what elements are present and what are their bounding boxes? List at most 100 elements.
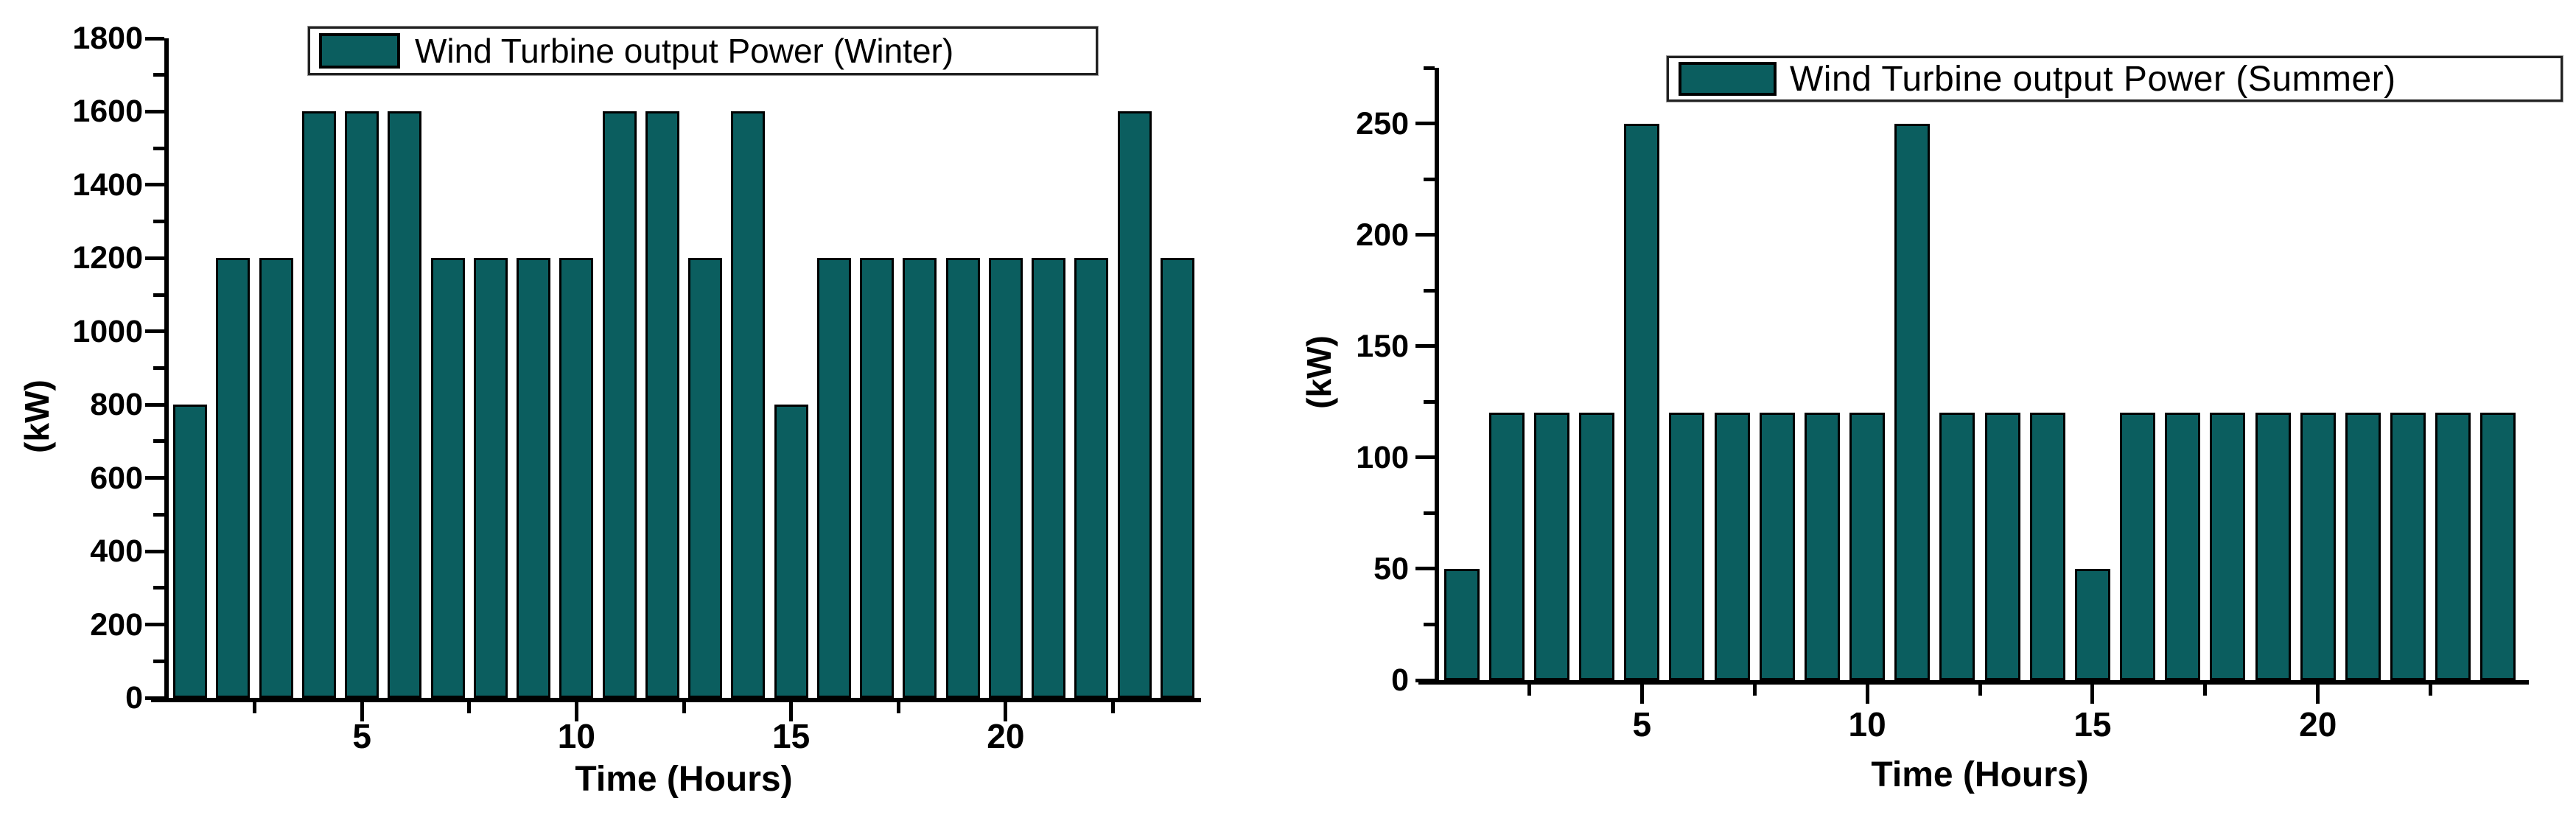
winter-bar-hour-17 [860, 258, 894, 698]
winter-bar-hour-5 [345, 111, 379, 698]
y-major-tick [145, 329, 164, 334]
legend: Wind Turbine output Power (Summer) [1667, 56, 2563, 102]
y-tick-label: 100 [1356, 439, 1409, 475]
y-major-tick [145, 476, 164, 480]
x-major-tick [360, 702, 364, 721]
x-minor-tick [1978, 685, 1982, 696]
legend-label: Wind Turbine output Power (Summer) [1790, 59, 2396, 99]
y-tick-label: 50 [1373, 550, 1409, 587]
y-minor-tick [1424, 66, 1435, 70]
summer-bar-hour-10 [1849, 413, 1885, 680]
summer-x-axis-line [1418, 680, 2529, 685]
y-tick-label: 1800 [72, 21, 143, 56]
x-axis-label: Time (Hours) [575, 760, 793, 799]
x-major-tick [1865, 685, 1869, 704]
y-tick-label: 1600 [72, 94, 143, 130]
legend-color-swatch [1679, 62, 1777, 96]
winter-bar-hour-7 [431, 258, 465, 698]
x-minor-tick [467, 702, 472, 713]
y-major-tick [145, 623, 164, 627]
legend-label: Wind Turbine output Power (Winter) [415, 32, 954, 70]
summer-bar-hour-19 [2255, 413, 2291, 680]
x-tick-label: 10 [557, 717, 595, 755]
x-axis-label: Time (Hours) [1871, 755, 2089, 794]
summer-bar-hour-20 [2300, 413, 2336, 680]
winter-bar-hour-23 [1118, 111, 1152, 698]
y-major-tick [145, 36, 164, 41]
y-minor-tick [153, 512, 164, 517]
y-minor-tick [1424, 511, 1435, 515]
winter-bar-hour-6 [388, 111, 421, 698]
y-minor-tick [153, 293, 164, 297]
x-major-tick [1004, 702, 1008, 721]
x-major-tick [2316, 685, 2320, 704]
y-tick-label: 150 [1356, 328, 1409, 364]
x-tick-label: 15 [772, 717, 811, 755]
y-minor-tick [153, 586, 164, 590]
winter-bar-hour-24 [1161, 258, 1194, 698]
winter-bar-hour-4 [302, 111, 336, 698]
summer-bar-hour-8 [1760, 413, 1795, 680]
y-major-tick [145, 402, 164, 407]
y-major-tick [1415, 233, 1435, 237]
winter-bar-hour-1 [173, 405, 207, 698]
x-tick-label: 15 [2073, 705, 2112, 744]
y-tick-label: 0 [1391, 662, 1409, 698]
x-minor-tick [896, 702, 900, 713]
summer-bar-hour-5 [1624, 124, 1659, 680]
y-tick-label: 1200 [72, 240, 143, 276]
summer-bar-hour-16 [2120, 413, 2155, 680]
summer-bar-hour-15 [2075, 569, 2110, 680]
y-minor-tick [153, 366, 164, 370]
winter-y-axis-line [164, 38, 169, 702]
summer-bar-hour-23 [2435, 413, 2471, 680]
winter-bar-hour-2 [216, 258, 250, 698]
summer-bar-hour-7 [1715, 413, 1750, 680]
summer-bar-hour-13 [1985, 413, 2020, 680]
x-major-tick [789, 702, 794, 721]
winter-bar-hour-21 [1032, 258, 1065, 698]
legend: Wind Turbine output Power (Winter) [308, 27, 1098, 75]
x-tick-label: 5 [1632, 705, 1652, 744]
summer-bar-hour-3 [1534, 413, 1569, 680]
winter-x-axis-line [151, 698, 1201, 702]
y-tick-label: 200 [1356, 217, 1409, 253]
summer-bar-hour-24 [2480, 413, 2516, 680]
winter-bar-hour-16 [817, 258, 851, 698]
summer-bar-hour-1 [1444, 569, 1480, 680]
summer-bar-hour-12 [1939, 413, 1975, 680]
y-major-tick [1415, 344, 1435, 349]
summer-bar-hour-18 [2210, 413, 2245, 680]
winter-bar-hour-14 [731, 111, 765, 698]
summer-bar-hour-17 [2165, 413, 2200, 680]
legend-color-swatch [319, 33, 400, 69]
x-tick-label: 20 [987, 717, 1025, 755]
x-major-tick [574, 702, 578, 721]
winter-bar-hour-15 [774, 405, 808, 698]
y-minor-tick [1424, 399, 1435, 404]
x-major-tick [1639, 685, 1644, 704]
y-major-tick [145, 696, 164, 700]
y-tick-label: 400 [90, 534, 143, 570]
x-minor-tick [1752, 685, 1757, 696]
y-minor-tick [153, 220, 164, 224]
summer-bar-hour-9 [1805, 413, 1840, 680]
x-minor-tick [253, 702, 256, 713]
y-major-tick [145, 549, 164, 553]
winter-bar-hour-11 [603, 111, 637, 698]
summer-bar-hour-21 [2345, 413, 2381, 680]
y-tick-label: 800 [90, 387, 143, 423]
y-minor-tick [1424, 622, 1435, 626]
winter-bar-hour-10 [559, 258, 593, 698]
winter-bar-hour-13 [688, 258, 722, 698]
y-minor-tick [1424, 288, 1435, 293]
x-minor-tick [682, 702, 686, 713]
x-tick-label: 5 [352, 717, 371, 755]
summer-bar-hour-14 [2030, 413, 2065, 680]
y-tick-label: 1400 [72, 167, 143, 203]
y-minor-tick [1424, 177, 1435, 181]
winter-bar-hour-22 [1074, 258, 1108, 698]
winter-bar-hour-19 [946, 258, 980, 698]
summer-bar-hour-4 [1579, 413, 1614, 680]
